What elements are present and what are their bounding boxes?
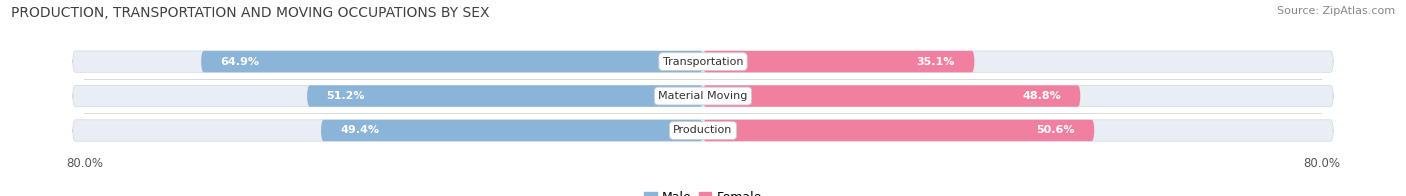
Text: Transportation: Transportation bbox=[662, 57, 744, 67]
Text: 48.8%: 48.8% bbox=[1022, 91, 1062, 101]
FancyBboxPatch shape bbox=[73, 120, 1333, 141]
Legend: Male, Female: Male, Female bbox=[640, 186, 766, 196]
Text: Source: ZipAtlas.com: Source: ZipAtlas.com bbox=[1277, 6, 1395, 16]
Text: 35.1%: 35.1% bbox=[917, 57, 955, 67]
Text: Material Moving: Material Moving bbox=[658, 91, 748, 101]
FancyBboxPatch shape bbox=[201, 51, 703, 72]
Text: 49.4%: 49.4% bbox=[340, 125, 380, 135]
Text: PRODUCTION, TRANSPORTATION AND MOVING OCCUPATIONS BY SEX: PRODUCTION, TRANSPORTATION AND MOVING OC… bbox=[11, 6, 489, 20]
FancyBboxPatch shape bbox=[321, 120, 703, 141]
FancyBboxPatch shape bbox=[703, 120, 1094, 141]
FancyBboxPatch shape bbox=[73, 85, 1333, 107]
Text: 51.2%: 51.2% bbox=[326, 91, 366, 101]
Text: 64.9%: 64.9% bbox=[221, 57, 260, 67]
Text: 50.6%: 50.6% bbox=[1036, 125, 1076, 135]
FancyBboxPatch shape bbox=[73, 51, 1333, 72]
FancyBboxPatch shape bbox=[703, 51, 974, 72]
FancyBboxPatch shape bbox=[703, 85, 1080, 107]
FancyBboxPatch shape bbox=[307, 85, 703, 107]
Text: Production: Production bbox=[673, 125, 733, 135]
